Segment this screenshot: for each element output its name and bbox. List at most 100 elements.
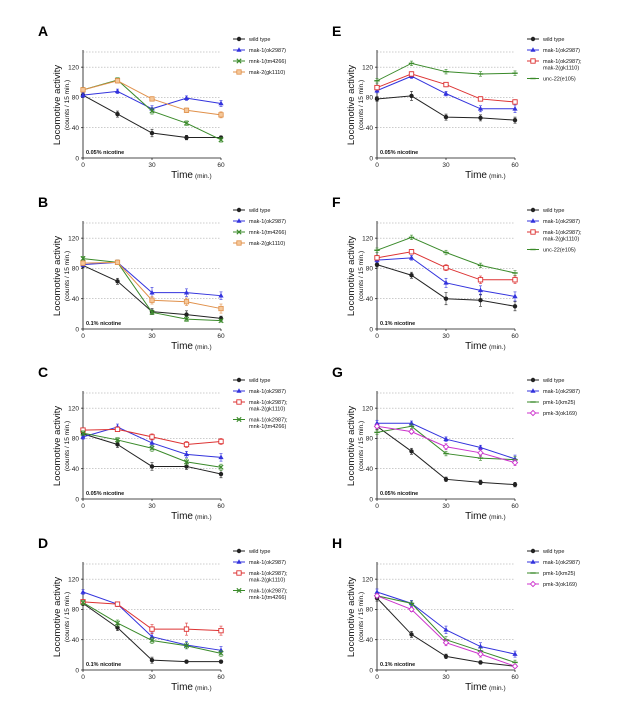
y-tick-label: 40 bbox=[72, 125, 80, 132]
legend-marker bbox=[236, 240, 242, 246]
y-tick-label: 80 bbox=[72, 607, 80, 614]
legend-marker bbox=[529, 580, 537, 588]
y-tick-label: 0 bbox=[369, 496, 373, 503]
data-point bbox=[512, 117, 518, 123]
series bbox=[374, 419, 518, 463]
legend-label: unc-22(e105) bbox=[543, 77, 576, 83]
x-axis-unit: (min.) bbox=[195, 173, 212, 180]
series bbox=[80, 599, 224, 636]
data-point bbox=[511, 662, 519, 670]
data-point bbox=[114, 601, 121, 607]
data-point bbox=[512, 651, 518, 656]
legend-marker bbox=[530, 58, 536, 64]
series bbox=[374, 91, 518, 124]
y-tick-label: 80 bbox=[72, 436, 80, 443]
x-axis-label: Time bbox=[465, 682, 487, 693]
x-tick-label: 60 bbox=[217, 674, 225, 681]
legend-marker bbox=[530, 229, 536, 235]
data-point bbox=[218, 464, 224, 470]
x-axis-label: Time bbox=[171, 170, 193, 181]
y-tick-label: 40 bbox=[72, 466, 80, 473]
data-point bbox=[374, 84, 380, 91]
data-point bbox=[409, 632, 414, 637]
legend-entry: mak-1(ok2987) bbox=[233, 218, 286, 225]
y-axis-label: Locomotive activity bbox=[346, 406, 357, 487]
y-axis-label: Locomotive activity bbox=[346, 236, 357, 317]
data-point bbox=[477, 105, 484, 111]
legend-entry: mnk-1(tm4266) bbox=[233, 58, 286, 65]
legend-entry: mnk-1(tm4266) bbox=[233, 229, 286, 236]
legend-entry: mak-2(gk1110) bbox=[233, 240, 285, 247]
legend-label: wild type bbox=[542, 37, 564, 43]
legend-label: mnk-1(tm4266) bbox=[249, 59, 286, 65]
panel-d: D 0 40 80 120 0 30 60 Locomotive activity (counts… bbox=[38, 535, 288, 693]
data-point bbox=[183, 316, 190, 322]
data-point bbox=[478, 115, 483, 121]
x-tick-label: 0 bbox=[81, 333, 85, 340]
y-axis-unit: (counts / 15 min.) bbox=[64, 421, 71, 471]
data-point bbox=[218, 137, 224, 143]
legend-entry: mak-1(ok2987);mak-2(gk1110) bbox=[527, 229, 582, 243]
legend-label: mak-2(gk1110) bbox=[249, 407, 285, 413]
y-axis-label: Locomotive activity bbox=[346, 577, 357, 658]
data-point bbox=[80, 430, 86, 436]
y-tick-label: 120 bbox=[68, 235, 79, 242]
x-axis-label: Time bbox=[171, 682, 193, 693]
x-tick-label: 60 bbox=[511, 162, 519, 169]
series bbox=[80, 430, 224, 471]
legend-entry: mak-1(ok2987);mak-2(gk1110) bbox=[527, 58, 582, 72]
data-point bbox=[443, 265, 449, 271]
legend-entry: wild type bbox=[527, 548, 564, 555]
series bbox=[374, 262, 518, 312]
y-axis-unit: (counts / 15 min.) bbox=[64, 592, 71, 642]
data-point bbox=[149, 130, 155, 136]
legend-label: wild type bbox=[542, 549, 564, 555]
legend-label: mak-2(gk1110) bbox=[543, 66, 579, 72]
legend-label: mak-1(ok2987); bbox=[249, 400, 288, 406]
y-axis-label: Locomotive activity bbox=[52, 236, 63, 317]
x-axis-label: Time bbox=[465, 511, 487, 522]
data-point bbox=[409, 449, 414, 454]
x-tick-label: 0 bbox=[375, 333, 379, 340]
data-point bbox=[443, 280, 449, 285]
data-point bbox=[149, 309, 155, 315]
data-point bbox=[374, 589, 380, 594]
condition-label: 0.1% nicotine bbox=[86, 321, 121, 327]
y-tick-label: 80 bbox=[366, 95, 374, 102]
data-point bbox=[442, 443, 450, 450]
data-point bbox=[478, 480, 483, 485]
data-point bbox=[409, 93, 414, 99]
data-point bbox=[218, 292, 224, 298]
panel-h: H 0 40 80 120 0 30 60 Locomotive activity (counts… bbox=[332, 535, 580, 693]
legend-label: mak-1(ok2987); bbox=[249, 589, 288, 595]
x-tick-label: 30 bbox=[442, 333, 450, 340]
panel-letter: D bbox=[38, 535, 48, 551]
data-point bbox=[218, 454, 224, 460]
x-axis-unit: (min.) bbox=[195, 344, 212, 351]
data-point bbox=[374, 96, 380, 102]
data-point bbox=[408, 249, 415, 255]
panel-letter: A bbox=[38, 23, 48, 39]
legend-marker bbox=[236, 570, 242, 576]
data-point bbox=[373, 423, 381, 430]
panel-letter: H bbox=[332, 535, 342, 551]
x-tick-label: 30 bbox=[148, 333, 156, 340]
data-point bbox=[114, 426, 121, 432]
legend-label: pmk-3(ok169) bbox=[543, 411, 577, 417]
legend-marker bbox=[236, 229, 242, 235]
condition-label: 0.05% nicotine bbox=[86, 491, 124, 497]
panel-letter: F bbox=[332, 194, 341, 210]
data-point bbox=[477, 277, 484, 283]
data-point bbox=[184, 659, 189, 664]
legend-marker bbox=[236, 69, 242, 75]
condition-label: 0.1% nicotine bbox=[380, 662, 415, 668]
data-point bbox=[374, 262, 380, 267]
data-point bbox=[477, 287, 484, 293]
data-point bbox=[512, 99, 518, 105]
y-tick-label: 120 bbox=[362, 405, 373, 412]
data-point bbox=[80, 92, 86, 97]
data-point bbox=[80, 589, 86, 594]
data-point bbox=[183, 299, 190, 305]
data-point bbox=[477, 650, 484, 658]
data-point bbox=[218, 471, 224, 477]
